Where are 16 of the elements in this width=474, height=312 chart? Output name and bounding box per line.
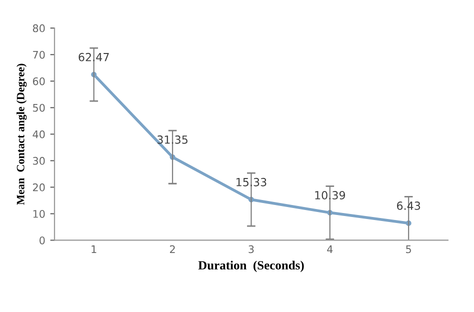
y-tick-label: 30 — [33, 156, 45, 165]
x-tick-label: 4 — [327, 245, 333, 254]
y-tick-label: 40 — [32, 130, 45, 138]
x-tick-label: 5 — [406, 245, 411, 254]
y-tick-label: 0 — [40, 236, 45, 244]
y-tick-label: 70 — [33, 50, 45, 59]
y-tick-label: 20 — [32, 183, 45, 192]
x-tick-label: 3 — [248, 245, 254, 254]
x-tick-label: 1 — [92, 245, 96, 254]
y-axis-title: Mean Contact angle (Degree) — [16, 64, 27, 205]
y-tick-label: 10 — [33, 210, 45, 218]
y-tick-label: 50 — [33, 104, 45, 112]
x-axis-title: Duration (Seconds) — [198, 260, 304, 272]
y-tick-label: 80 — [32, 24, 45, 32]
y-tick-label: 60 — [32, 77, 45, 86]
x-tick-label: 2 — [170, 245, 175, 254]
